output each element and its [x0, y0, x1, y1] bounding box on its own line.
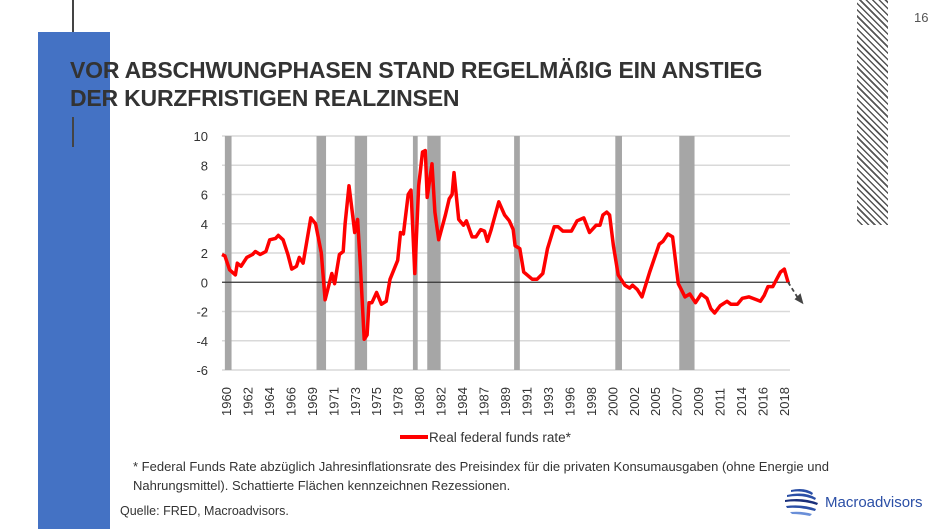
x-tick-label: 1969: [305, 387, 320, 416]
x-tick-label: 1989: [498, 387, 513, 416]
legend-label: Real federal funds rate*: [429, 430, 572, 445]
accent-bar: [38, 32, 110, 529]
x-tick-label: 1987: [477, 387, 492, 416]
x-tick-label: 1975: [369, 387, 384, 416]
x-tick-label: 1971: [326, 387, 341, 416]
x-tick-label: 1984: [455, 387, 470, 416]
recession-band: [514, 136, 520, 370]
recession-band: [679, 136, 695, 370]
x-tick-label: 2014: [734, 387, 749, 416]
title-line-1: VOR ABSCHWUNGPHASEN STAND REGELMÄßIG EIN…: [70, 57, 763, 83]
x-tick-label: 1978: [391, 387, 406, 416]
x-tick-label: 2000: [605, 387, 620, 416]
x-tick-label: 2009: [691, 387, 706, 416]
dashed-arrow: [787, 281, 799, 298]
y-tick-label: 4: [201, 217, 208, 232]
recession-band: [615, 136, 622, 370]
y-tick-label: -6: [196, 363, 208, 378]
x-tick-label: 1993: [541, 387, 556, 416]
y-tick-label: 6: [201, 188, 208, 203]
x-tick-label: 1996: [562, 387, 577, 416]
x-tick-label: 1962: [240, 387, 255, 416]
y-tick-label: 2: [201, 246, 208, 261]
x-tick-label: 1991: [519, 387, 534, 416]
x-tick-label: 1960: [219, 387, 234, 416]
y-tick-label: -2: [196, 305, 208, 320]
y-tick-label: 8: [201, 158, 208, 173]
page-number: 16: [914, 10, 929, 25]
logo: Macroadvisors: [783, 484, 923, 520]
x-tick-label: 2011: [713, 388, 728, 416]
x-tick-label: 2007: [670, 387, 685, 416]
x-tick-label: 2005: [648, 387, 663, 416]
y-tick-label: 10: [194, 129, 208, 144]
source-note: Quelle: FRED, Macroadvisors.: [120, 504, 289, 518]
logo-text: Macroadvisors: [825, 493, 923, 511]
x-tick-label: 1982: [434, 387, 449, 416]
x-tick-label: 1998: [584, 387, 599, 416]
logo-globe-icon: [785, 489, 818, 516]
page-title: VOR ABSCHWUNGPHASEN STAND REGELMÄßIG EIN…: [70, 56, 763, 112]
series-line: [221, 148, 790, 342]
x-tick-label: 2002: [627, 387, 642, 416]
x-tick-label: 2016: [756, 387, 771, 416]
x-tick-label: 1980: [412, 387, 427, 416]
decor-line-top: [72, 0, 74, 40]
x-tick-label: 2018: [777, 387, 792, 416]
decor-line-mid: [72, 117, 74, 147]
y-tick-label: 0: [201, 275, 208, 290]
recession-band: [427, 136, 441, 370]
recession-band: [224, 136, 232, 370]
arrow-head: [794, 293, 804, 305]
x-tick-label: 1966: [283, 387, 298, 416]
title-line-2: DER KURZFRISTIGEN REALZINSEN: [70, 85, 460, 111]
x-tick-label: 1973: [348, 387, 363, 416]
x-tick-label: 1964: [262, 387, 277, 416]
footnote: * Federal Funds Rate abzüglich Jahresinf…: [133, 459, 829, 493]
y-tick-label: -4: [196, 334, 208, 349]
hatch-decoration: [857, 0, 888, 225]
